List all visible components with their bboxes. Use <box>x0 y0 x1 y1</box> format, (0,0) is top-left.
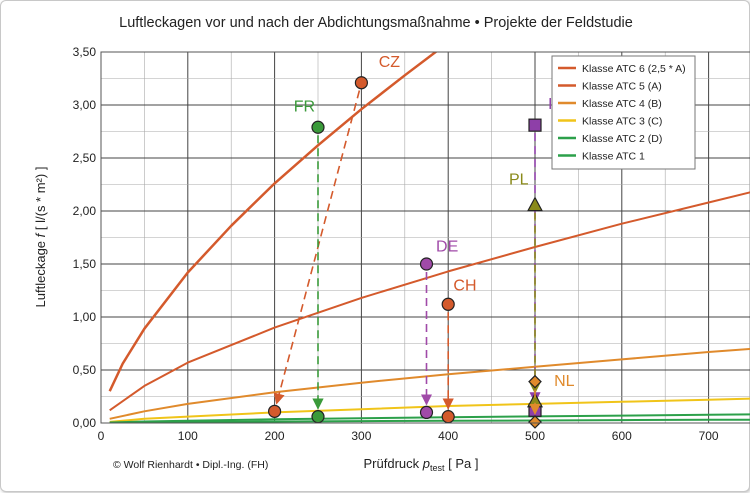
project-marker-before-pl <box>526 196 544 212</box>
y-tick-label: 2,50 <box>73 151 97 165</box>
credit-text: © Wolf Rienhardt • Dipl.-Ing. (FH) <box>113 459 268 471</box>
y-tick-label: 0,50 <box>73 363 97 377</box>
x-tick-label: 600 <box>612 429 632 443</box>
project-marker-before-ch <box>441 297 455 311</box>
legend-label: Klasse ATC 3 (C) <box>582 116 662 128</box>
x-tick-label: 0 <box>98 429 105 443</box>
y-tick-label: 3,00 <box>73 98 97 112</box>
project-marker-after-ch <box>441 410 455 424</box>
legend-box <box>551 55 696 170</box>
series-line-2 <box>109 191 750 412</box>
plot-border <box>100 51 750 424</box>
legend-label: Klasse ATC 5 (A) <box>582 81 662 93</box>
project-marker-before-cz <box>354 76 368 90</box>
chart-title: Luftleckagen vor und nach der Abdichtung… <box>119 15 633 31</box>
project-markers: CZFRIEPLDECHNL <box>268 54 575 429</box>
x-axis-label: Prüfdruck ptest [ Pa ] <box>364 456 479 473</box>
series-line-6 <box>109 418 750 423</box>
project-marker-after-cz <box>268 404 282 418</box>
series-line-3 <box>109 347 750 420</box>
series-line-5 <box>109 413 750 423</box>
y-tick-label: 1,00 <box>73 310 97 324</box>
legend-label: Klasse ATC 6 (2,5 * A) <box>582 63 686 75</box>
legend-label: Klasse ATC 4 (B) <box>582 98 662 110</box>
series-line-4 <box>109 397 750 423</box>
project-marker-after-de <box>419 405 434 419</box>
tick-labels: 0 100 200 300 400 500 600 700 0,00 0,50 1,00 1,50 2,… <box>73 45 719 443</box>
y-tick-label: 1,50 <box>73 257 97 271</box>
project-marker-before-de <box>419 257 434 271</box>
y-tick-label: 2,00 <box>73 204 97 218</box>
project-marker-before-fr <box>311 120 325 134</box>
project-marker-before-nl <box>528 374 542 389</box>
project-label-ch: CH <box>453 278 476 295</box>
series-line-1 <box>108 52 438 392</box>
project-label-cz: CZ <box>379 54 401 71</box>
project-label-de: DE <box>436 238 458 255</box>
legend-label: Klasse ATC 1 <box>582 151 645 163</box>
y-tick-label: 0,00 <box>73 416 97 430</box>
project-marker-after-fr <box>311 410 325 424</box>
project-marker-after-nl <box>528 415 542 429</box>
project-label-pl: PL <box>509 172 529 189</box>
x-tick-label: 200 <box>265 429 285 443</box>
y-axis-label: Luftleckage f [ l/(s * m²) ] <box>33 167 48 308</box>
x-tick-label: 100 <box>178 429 198 443</box>
x-tick-label: 700 <box>699 429 719 443</box>
project-label-fr: FR <box>294 98 315 115</box>
project-label-nl: NL <box>554 373 575 390</box>
x-tick-label: 500 <box>525 429 545 443</box>
class-curves <box>108 52 750 423</box>
y-tick-label: 3,50 <box>73 45 97 59</box>
project-marker-before-ie <box>528 118 542 132</box>
x-tick-label: 300 <box>351 429 371 443</box>
legend-label: Klasse ATC 2 (D) <box>582 133 662 145</box>
legend: Klasse ATC 6 (2,5 * A) Klasse ATC 5 (A) Kl… <box>551 55 696 170</box>
x-tick-label: 400 <box>438 429 458 443</box>
